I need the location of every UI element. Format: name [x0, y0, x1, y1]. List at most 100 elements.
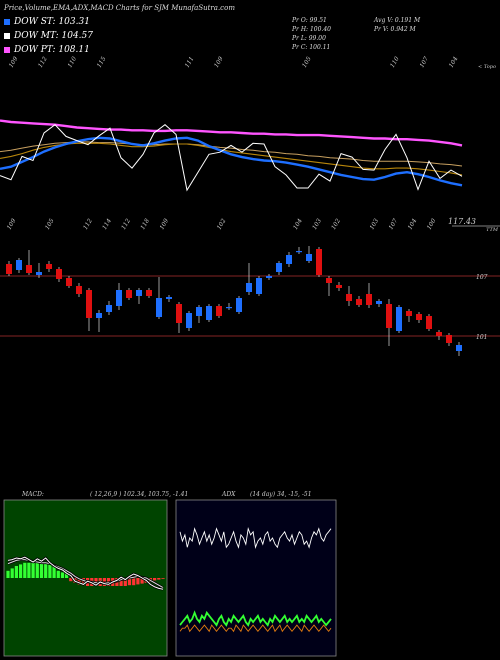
- reference-line-label: 107: [476, 274, 488, 281]
- candlesticks: [6, 246, 462, 356]
- candle-body: [236, 298, 242, 312]
- bottom-axis-label: 105: [44, 217, 56, 231]
- candle-body: [336, 285, 342, 288]
- candle-body: [456, 345, 462, 351]
- reference-lines: 107 101: [0, 274, 500, 341]
- macd-params: ( 12,26,9 ) 102.34, 103.75, -1.41: [90, 491, 188, 498]
- candle-body: [26, 265, 32, 273]
- bottom-axis-label: 100: [426, 217, 438, 231]
- candle-body: [406, 311, 412, 316]
- candle-body: [6, 264, 12, 274]
- candle-body: [266, 276, 272, 278]
- ttm-label: TTM: [486, 227, 499, 233]
- macd-histogram-bar: [157, 578, 161, 580]
- last-value-label: 117.43: [448, 217, 476, 226]
- candle-body: [306, 254, 312, 261]
- macd-histogram-bar: [39, 562, 44, 578]
- bottom-axis-label: 112: [82, 217, 94, 231]
- bottom-axis-label: 104: [292, 217, 304, 231]
- candle-body: [296, 251, 302, 253]
- candle-body: [206, 306, 212, 320]
- top-axis-label: 111: [184, 56, 196, 69]
- macd-histogram-bar: [60, 572, 65, 578]
- bottom-axis-label: 109: [158, 217, 170, 231]
- candle-body: [56, 269, 62, 279]
- candle-body: [76, 286, 82, 294]
- top-right-label: < Topo: [478, 64, 496, 70]
- candle-body: [96, 313, 102, 318]
- candle-body: [386, 304, 392, 328]
- macd-histogram-bar: [52, 566, 56, 578]
- ema-lines: [0, 119, 463, 192]
- candle-body: [86, 290, 92, 318]
- candle-body: [106, 305, 112, 312]
- bottom-axis-label: 104: [407, 217, 419, 231]
- top-axis-label: 105: [301, 55, 313, 69]
- macd-histogram-bar: [161, 578, 165, 579]
- adx-minus-di-line: [179, 624, 332, 633]
- macd-histogram-bar: [19, 564, 23, 578]
- macd-histogram-bar: [65, 572, 69, 578]
- candle-body: [46, 264, 52, 269]
- adx-line: [179, 526, 332, 550]
- chart-title: Price,Volume,EMA,ADX,MACD Charts for SJM…: [4, 4, 235, 12]
- macd-histogram-bar: [48, 564, 52, 578]
- legend-swatch-st: [4, 18, 10, 25]
- bottom-axis-label: 102: [330, 217, 342, 231]
- quote-low: Pr L: 99.00: [292, 35, 326, 42]
- legend-swatch-mt: [4, 32, 10, 39]
- candle-body: [156, 298, 162, 317]
- top-axis-label: 109: [213, 55, 225, 69]
- bottom-axis-label: 102: [216, 217, 228, 231]
- macd-histogram-bar: [6, 570, 10, 578]
- macd-histogram-bar: [14, 566, 18, 578]
- candle-body: [146, 290, 152, 296]
- top-axis-label: 104: [448, 55, 460, 69]
- adx-panel: [175, 499, 337, 657]
- macd-histogram-bar: [132, 578, 136, 586]
- candle-body: [396, 307, 402, 331]
- adx-label: ADX: [221, 491, 236, 498]
- quote-open: Pr O: 99.51: [292, 17, 327, 24]
- candle-body: [286, 255, 292, 264]
- macd-histogram-bar: [127, 578, 132, 586]
- candle-body: [316, 249, 322, 275]
- bottom-axis-label: 103: [368, 217, 380, 231]
- candle-body: [126, 290, 132, 298]
- legend-dow-pt-label: DOW PT: 108.11: [14, 45, 90, 55]
- candle-body: [276, 263, 282, 272]
- candle-body: [356, 299, 362, 305]
- candle-body: [426, 316, 432, 329]
- quote-close: Pr C: 100.11: [292, 44, 331, 51]
- top-axis-label: 115: [96, 55, 108, 69]
- bottom-axis-label: 103: [311, 217, 323, 231]
- top-axis-label: 109: [8, 55, 20, 69]
- top-axis-label: 112: [37, 55, 49, 69]
- ema-medium-line: [0, 142, 463, 176]
- macd-histogram-bar: [69, 578, 73, 582]
- quote-volume: Pr V: 0.942 M: [374, 26, 416, 33]
- macd-histogram-bar: [77, 578, 81, 585]
- macd-histogram-bar: [119, 578, 123, 586]
- legend-dow-mt: DOW MT: 104.57: [4, 31, 93, 41]
- top-axis-label: 110: [66, 55, 78, 69]
- adx-chart: [179, 526, 332, 633]
- adx-params: (14 day) 34, -15, -51: [250, 491, 312, 498]
- macd-histogram-bar: [10, 568, 14, 578]
- macd-label: MACD:: [21, 491, 44, 498]
- legend-dow-pt: DOW PT: 108.11: [4, 45, 90, 55]
- macd-histogram-bar: [123, 578, 127, 586]
- legend-swatch-pt: [4, 46, 10, 53]
- macd-histogram-bar: [27, 562, 31, 578]
- candle-body: [36, 272, 42, 275]
- candle-body: [196, 307, 202, 316]
- bottom-axis-label: 112: [120, 217, 132, 231]
- bottom-axis-label: 118: [139, 217, 151, 231]
- top-axis-label: 110: [389, 55, 401, 69]
- quote-high: Pr H: 100.40: [292, 26, 331, 33]
- macd-histogram-bar: [136, 578, 140, 585]
- ema-long-line: [0, 119, 463, 147]
- candle-body: [116, 290, 122, 306]
- quote-avg-volume: Avg V: 0.191 M: [374, 17, 421, 24]
